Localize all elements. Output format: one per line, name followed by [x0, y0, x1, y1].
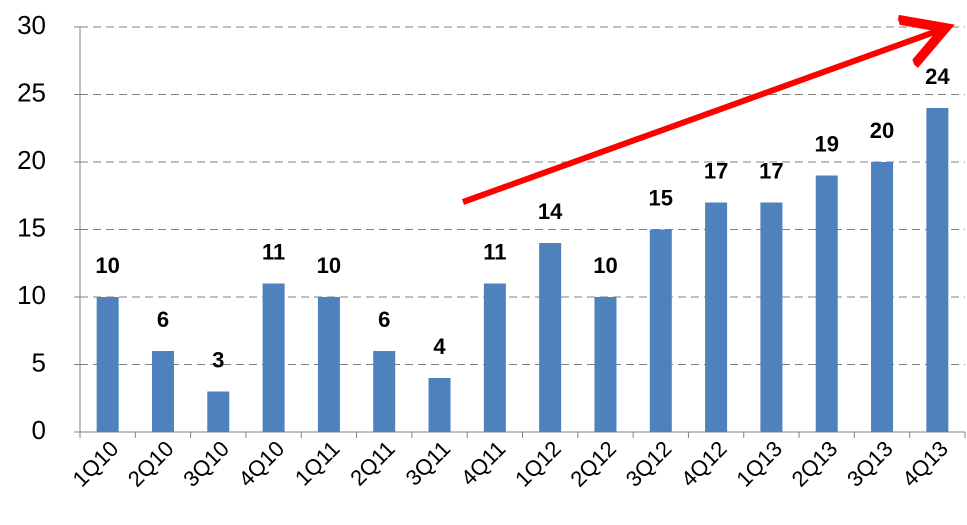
value-label: 10	[95, 253, 119, 278]
bar	[649, 229, 672, 432]
value-label: 6	[157, 307, 169, 332]
bar	[96, 297, 119, 432]
x-tick-label: 4Q12	[676, 436, 732, 492]
y-tick-label: 25	[17, 77, 46, 107]
value-label: 20	[870, 118, 894, 143]
x-tick-label: 3Q12	[621, 436, 677, 492]
value-label: 4	[433, 334, 446, 359]
x-tick-label: 1Q11	[290, 436, 345, 491]
bar	[483, 283, 506, 432]
x-tick-label: 3Q10	[178, 436, 234, 492]
value-label: 24	[925, 64, 950, 89]
x-tick-label: 2Q13	[787, 436, 843, 492]
bar	[926, 108, 949, 432]
value-label: 15	[649, 185, 673, 210]
x-tick-label: 2Q11	[345, 436, 400, 491]
value-label: 10	[593, 253, 617, 278]
value-label: 19	[814, 131, 838, 156]
bar	[373, 351, 396, 432]
value-label: 14	[538, 199, 563, 224]
x-tick-label: 3Q11	[401, 436, 456, 491]
x-tick-label: 1Q10	[68, 436, 124, 492]
x-tick-label: 2Q10	[123, 436, 179, 492]
value-label: 11	[483, 239, 506, 264]
x-tick-label: 1Q13	[731, 436, 787, 492]
bar	[815, 175, 838, 432]
x-tick-label: 4Q10	[233, 436, 289, 492]
bar	[539, 243, 562, 432]
value-label: 10	[317, 253, 341, 278]
y-tick-label: 15	[17, 212, 46, 242]
bar	[207, 391, 230, 432]
y-tick-label: 10	[17, 280, 46, 310]
x-tick-label: 3Q13	[842, 436, 898, 492]
x-tick-label: 1Q12	[510, 436, 566, 492]
bar	[760, 202, 783, 432]
bar	[871, 162, 894, 432]
bar	[151, 351, 174, 432]
value-label: 17	[704, 158, 728, 183]
x-tick-label: 2Q12	[565, 436, 621, 492]
bar	[428, 378, 451, 432]
y-tick-label: 0	[32, 415, 46, 445]
bar	[594, 297, 617, 432]
y-tick-label: 30	[17, 10, 46, 40]
value-label: 6	[378, 307, 390, 332]
trend-arrow	[461, 30, 940, 205]
x-tick-label: 4Q11	[456, 436, 511, 491]
x-tick-label: 4Q13	[897, 436, 953, 492]
value-label: 3	[212, 347, 224, 372]
y-tick-label: 20	[17, 145, 46, 175]
bar	[317, 297, 340, 432]
value-label: 17	[759, 158, 783, 183]
value-label: 11	[262, 239, 285, 264]
bar	[262, 283, 285, 432]
y-tick-label: 5	[32, 347, 46, 377]
bar	[705, 202, 728, 432]
